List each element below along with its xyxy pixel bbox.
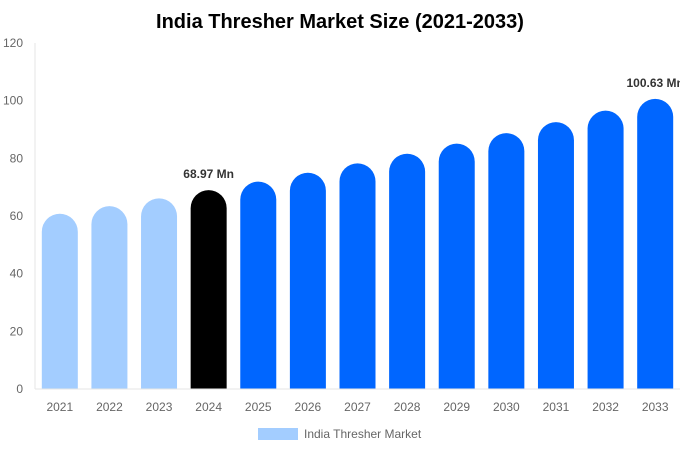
y-tick-label: 60 xyxy=(10,209,24,223)
y-tick-label: 100 xyxy=(3,94,23,108)
bar-2031 xyxy=(537,122,574,390)
y-tick-label: 0 xyxy=(16,382,23,396)
bar-2021 xyxy=(41,213,78,389)
x-tick-label: 2032 xyxy=(592,400,619,414)
x-tick-label: 2028 xyxy=(394,400,421,414)
data-label-2024: 68.97 Mn xyxy=(183,167,234,181)
bar-2023 xyxy=(141,198,178,389)
y-tick-label: 80 xyxy=(10,151,24,165)
x-tick-label: 2030 xyxy=(493,400,520,414)
bar-2027 xyxy=(339,163,376,389)
x-tick-label: 2021 xyxy=(46,400,73,414)
bar-2025 xyxy=(240,181,277,389)
bar-2032 xyxy=(587,110,624,390)
y-tick-label: 40 xyxy=(10,267,24,281)
bar-2030 xyxy=(488,133,525,389)
x-axis: 2021 2022 2023 2024 2025 2026 2027 2028 2029 2030… xyxy=(35,388,680,414)
x-tick-label: 2033 xyxy=(642,400,669,414)
y-tick-label: 20 xyxy=(10,324,24,338)
x-tick-label: 2031 xyxy=(543,400,570,414)
x-tick-label: 2025 xyxy=(245,400,272,414)
bar-2028 xyxy=(389,153,426,389)
chart-title: India Thresher Market Size (2021-2033) xyxy=(156,11,524,33)
x-tick-label: 2023 xyxy=(146,400,173,414)
x-tick-label: 2026 xyxy=(295,400,322,414)
bars xyxy=(41,98,674,390)
bar-2029 xyxy=(438,143,475,389)
data-labels: 68.97 Mn 100.63 Mn xyxy=(183,76,680,181)
legend-swatch xyxy=(258,428,298,440)
legend[interactable]: India Thresher Market xyxy=(258,427,422,441)
bar-2026 xyxy=(289,172,326,389)
bar-2022 xyxy=(91,206,128,389)
y-axis: 0 20 40 60 80 100 120 xyxy=(3,36,36,396)
legend-label: India Thresher Market xyxy=(304,427,422,441)
x-tick-label: 2024 xyxy=(195,400,222,414)
x-tick-label: 2029 xyxy=(443,400,470,414)
x-tick-label: 2027 xyxy=(344,400,371,414)
x-tick-label: 2022 xyxy=(96,400,123,414)
data-label-2033: 100.63 Mn xyxy=(627,76,680,90)
bar-2033 xyxy=(637,98,674,390)
y-tick-label: 120 xyxy=(3,36,23,50)
bar-2024 xyxy=(190,190,227,389)
